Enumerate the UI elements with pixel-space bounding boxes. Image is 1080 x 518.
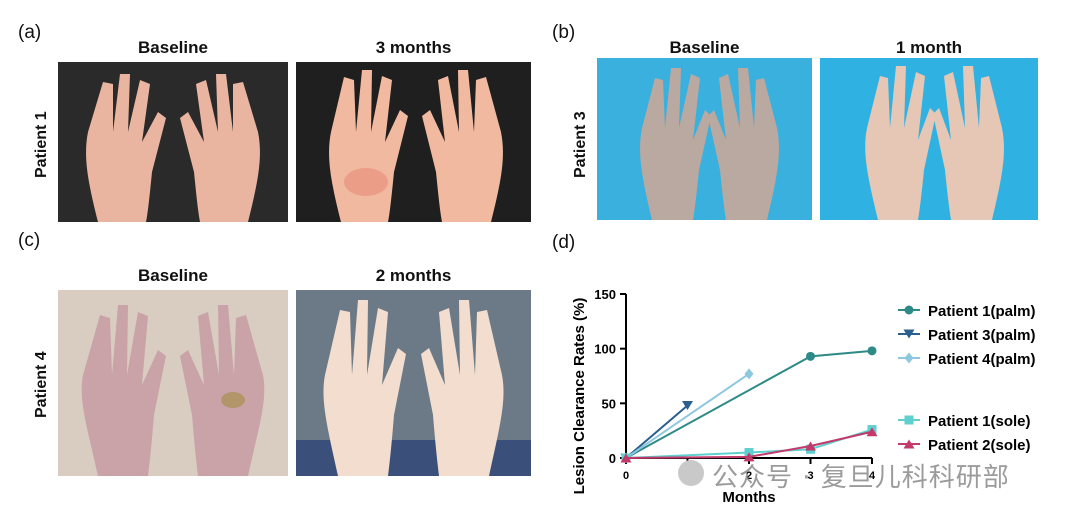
panel-b-baseline-photo <box>597 58 812 220</box>
x-tick-label: 3 <box>807 470 813 482</box>
legend-label: Patient 1(palm) <box>928 303 1036 320</box>
panel-c-left-title: Baseline <box>138 266 208 285</box>
legend-label: Patient 1(sole) <box>928 413 1031 430</box>
data-point <box>743 452 755 462</box>
panel-a-3months-photo <box>296 62 531 222</box>
legend-marker <box>904 415 914 425</box>
panel-b-right-title: 1 month <box>895 38 963 57</box>
y-tick-label: 150 <box>594 287 616 302</box>
legend-label: Patient 2(sole) <box>928 437 1031 454</box>
panel-c-right-title: 2 months <box>375 266 452 285</box>
legend-label: Patient 3(palm) <box>928 327 1036 344</box>
data-point <box>805 441 816 451</box>
panel-a-baseline-photo <box>58 62 288 222</box>
panel-c-patient-label: Patient 4 <box>33 351 50 418</box>
legend-label: Patient 4(palm) <box>928 351 1036 368</box>
panel-b-left-title: Baseline <box>669 38 740 57</box>
y-tick-label: 100 <box>594 342 616 357</box>
data-point <box>744 368 754 380</box>
legend-marker <box>903 329 915 339</box>
panel-b-patient-label: Patient 3 <box>572 111 589 178</box>
panel-a-left-title: Baseline <box>138 38 208 57</box>
x-tick-label: 0 <box>623 470 629 482</box>
x-tick-label: 2 <box>746 470 752 482</box>
panel-c-2months-photo <box>296 290 531 476</box>
lesion-clearance-chart: 05010015001234MonthsLesion Clearance Rat… <box>571 287 1036 506</box>
x-tick-label: 4 <box>869 470 876 482</box>
legend-marker <box>903 439 915 449</box>
series-line <box>625 430 873 459</box>
panel-a-letter: (a) <box>18 22 42 43</box>
panel-d-letter: (d) <box>552 232 576 253</box>
legend-marker <box>904 352 914 364</box>
y-tick-label: 0 <box>609 451 616 466</box>
data-point <box>806 351 815 361</box>
watermark-text: 公众号 · 复旦儿科科研部 <box>712 463 1010 493</box>
panel-b-letter: (b) <box>552 22 576 43</box>
legend-marker <box>904 305 914 315</box>
series-line <box>625 372 750 459</box>
y-axis-label: Lesion Clearance Rates (%) <box>571 298 588 495</box>
data-point <box>867 346 877 356</box>
series-line <box>625 404 689 459</box>
wechat-icon <box>678 460 704 486</box>
panel-b-1month-photo <box>820 58 1038 220</box>
data-point <box>682 401 693 411</box>
data-point <box>620 453 632 463</box>
panel-a-patient-label: Patient 1 <box>33 111 50 178</box>
panel-c-baseline-photo <box>58 290 288 476</box>
x-axis-label: Months <box>722 489 775 506</box>
y-tick-label: 50 <box>602 396 616 411</box>
panel-a-right-title: 3 months <box>375 38 452 57</box>
panel-c-letter: (c) <box>18 230 41 251</box>
data-point <box>866 427 878 437</box>
